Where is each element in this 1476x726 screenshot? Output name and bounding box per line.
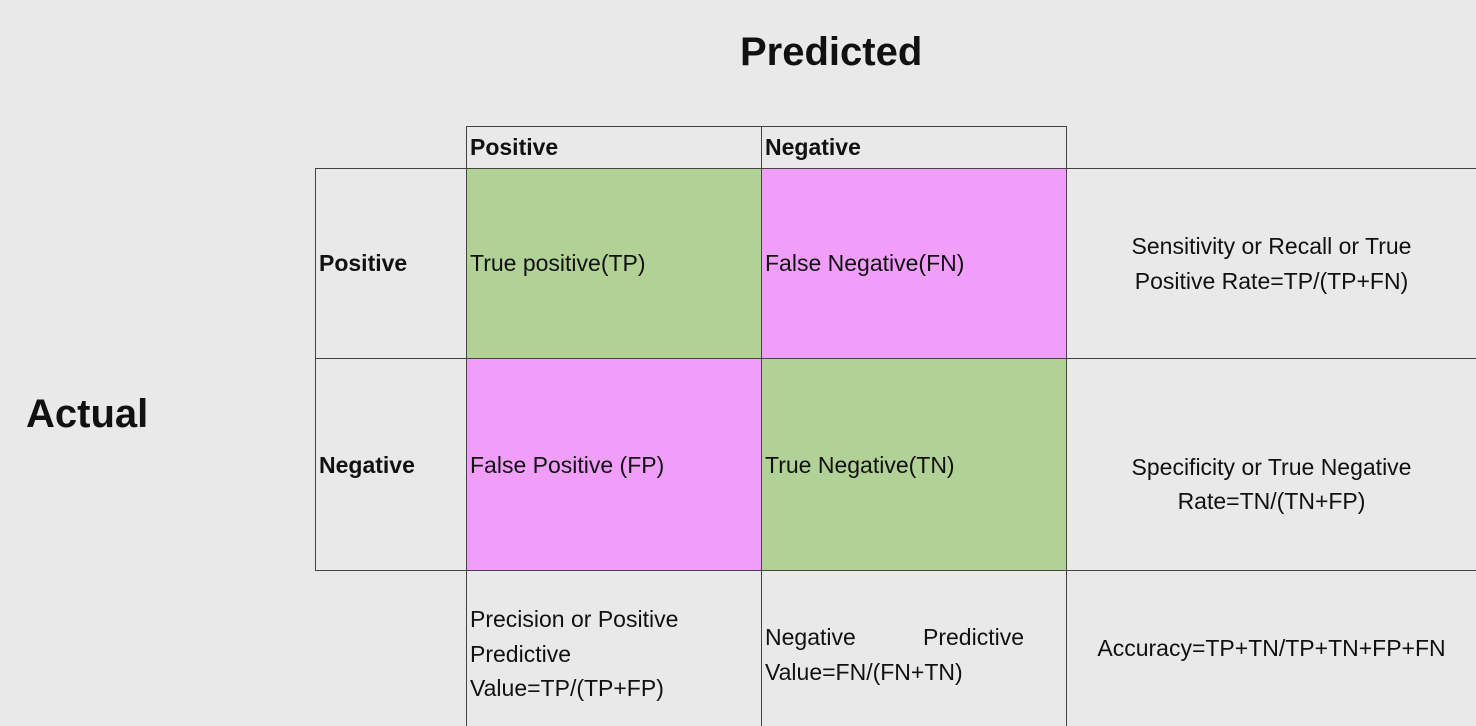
precision-line-3: Value=TP/(TP+FP) — [470, 675, 664, 701]
specificity-metric: Specificity or True Negative Rate=TN/(TN… — [1067, 359, 1476, 609]
predicted-title: Predicted — [740, 30, 923, 74]
true-negative-label: True Negative(TN) — [765, 451, 955, 478]
grid-line — [761, 126, 762, 726]
row-header-positive: Positive — [319, 250, 408, 277]
npv-word-1: Negative — [765, 624, 856, 650]
grid-line — [315, 168, 316, 571]
col-header-positive: Positive — [470, 134, 559, 161]
precision-metric: Precision or Positive Predictive Value=T… — [467, 602, 762, 706]
false-negative-label: False Negative(FN) — [765, 250, 965, 277]
precision-line-1: Precision or Positive — [470, 606, 679, 632]
specificity-line-1: Specificity or True Negative — [1131, 453, 1412, 480]
sensitivity-line-1: Sensitivity or Recall or True — [1131, 233, 1412, 259]
grid-line — [316, 358, 1476, 359]
false-negative-cell: False Negative(FN) — [762, 168, 1067, 359]
true-negative-cell: True Negative(TN) — [762, 359, 1067, 571]
npv-line-1: Negative Predictive — [765, 620, 1024, 655]
sensitivity-metric: Sensitivity or Recall or True Positive R… — [1067, 168, 1476, 359]
actual-title: Actual — [26, 392, 149, 436]
grid-line — [1066, 126, 1067, 726]
true-positive-cell: True positive(TP) — [467, 168, 762, 359]
grid-line — [467, 126, 1067, 127]
col-header-negative: Negative — [765, 134, 861, 161]
accuracy-label: Accuracy=TP+TN/TP+TN+FP+FN — [1097, 635, 1446, 662]
true-positive-label: True positive(TP) — [470, 250, 646, 277]
precision-line-2: Predictive — [470, 640, 571, 667]
npv-line-2: Value=FN/(FN+TN) — [765, 658, 963, 685]
row-header-negative: Negative — [319, 451, 415, 478]
npv-word-2: Predictive — [923, 624, 1024, 650]
specificity-line-2: Rate=TN/(TN+FP) — [1177, 488, 1366, 514]
grid-line — [466, 126, 467, 726]
sensitivity-line-2: Positive Rate=TP/(TP+FN) — [1134, 267, 1409, 294]
grid-line — [316, 168, 1476, 169]
grid-line — [316, 570, 1476, 571]
accuracy-metric: Accuracy=TP+TN/TP+TN+FP+FN — [1067, 571, 1476, 726]
false-positive-label: False Positive (FP) — [470, 451, 665, 478]
false-positive-cell: False Positive (FP) — [467, 359, 762, 571]
npv-metric: Negative Predictive Value=FN/(FN+TN) — [762, 620, 1024, 689]
